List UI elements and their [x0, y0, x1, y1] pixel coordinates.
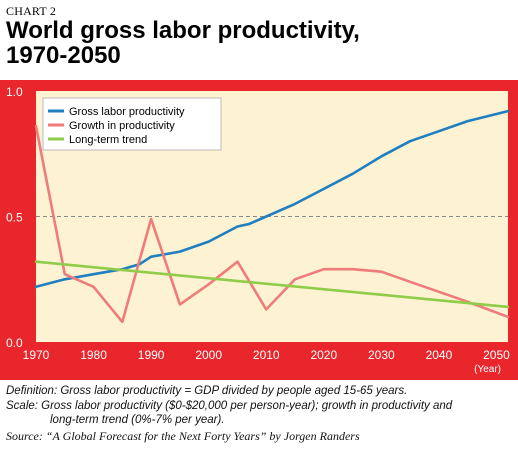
y-tick-label: 1.0	[6, 85, 23, 99]
legend-label: Gross labor productivity	[69, 106, 185, 118]
series-line-3	[34, 260, 510, 309]
x-axis-label: (Year)	[474, 364, 501, 375]
x-tick-label: 2010	[253, 348, 280, 362]
definition-note: Definition: Gross labor productivity = G…	[6, 385, 408, 397]
chart-title: World gross labor productivity, 1970-205…	[6, 18, 511, 68]
chart-notes: Definition: Gross labor productivity = G…	[6, 384, 512, 443]
x-tick-label: 2020	[310, 348, 337, 362]
x-tick-label: 1990	[138, 348, 165, 362]
legend-box	[42, 97, 222, 151]
y-tick-label: 0.5	[6, 211, 23, 225]
axis-labels: 0.0 0.5 1.0 1970 1980 1990 2000 2010 2020 2030 204…	[6, 85, 510, 375]
x-tick-label: 2050	[483, 348, 510, 362]
x-tick-label: 1980	[80, 348, 107, 362]
x-tick-label: 1970	[23, 348, 50, 362]
source-note: Source: “A Global Forecast for the Next …	[6, 428, 360, 443]
legend-label: Growth in productivity	[69, 120, 175, 132]
x-tick-label: 2030	[368, 348, 395, 362]
legend: Gross labor productivity Growth in produc…	[42, 97, 222, 151]
x-tick-label: 2040	[426, 348, 453, 362]
legend-label: Long-term trend	[69, 134, 147, 146]
y-tick-label: 0.0	[6, 336, 23, 350]
chart-title-line-2: 1970-2050	[6, 42, 121, 69]
chart-number-label: CHART 2	[6, 4, 57, 18]
x-tick-label: 2000	[195, 348, 222, 362]
scale-note-continued: long-term trend (0%-7% per year).	[50, 414, 225, 426]
series-lines	[34, 109, 510, 324]
scale-note: Scale: Gross labor productivity ($0-$20,…	[6, 399, 453, 412]
series-line-2	[34, 124, 510, 324]
chart-title-line-1: World gross labor productivity,	[6, 17, 360, 44]
